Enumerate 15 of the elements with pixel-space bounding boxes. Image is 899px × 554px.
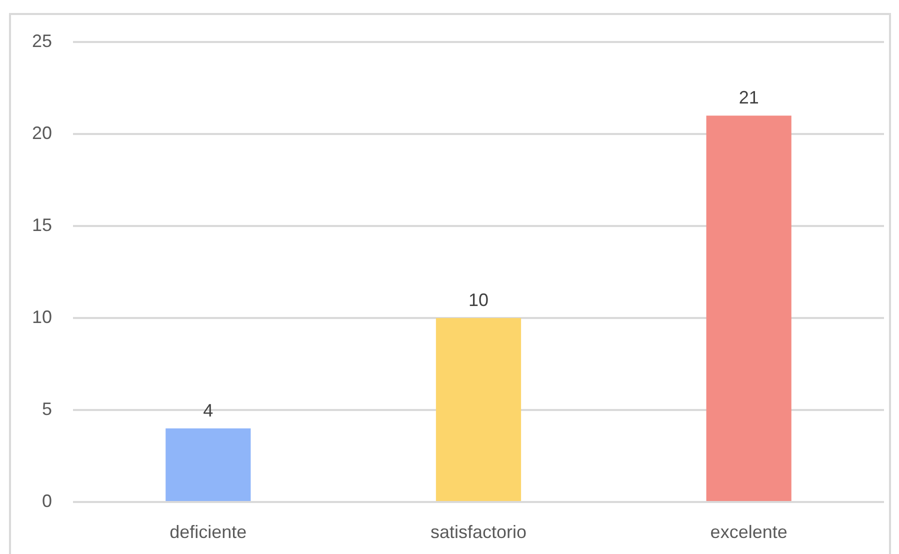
data-label: 10 [468, 290, 489, 310]
bar [436, 318, 522, 501]
y-tick-label: 0 [42, 490, 52, 511]
y-tick-label: 5 [42, 398, 52, 419]
y-tick-label: 15 [32, 214, 52, 235]
bar [166, 428, 251, 501]
x-tick-label: excelente [710, 522, 788, 542]
data-label: 4 [203, 400, 214, 420]
y-tick-label: 25 [32, 30, 52, 51]
y-tick-label: 10 [32, 306, 52, 327]
x-tick-label: satisfactorio [430, 522, 527, 542]
bar [706, 116, 792, 501]
x-tick-label: deficiente [170, 522, 247, 542]
data-label: 21 [738, 88, 759, 108]
y-tick-label: 20 [32, 122, 52, 143]
